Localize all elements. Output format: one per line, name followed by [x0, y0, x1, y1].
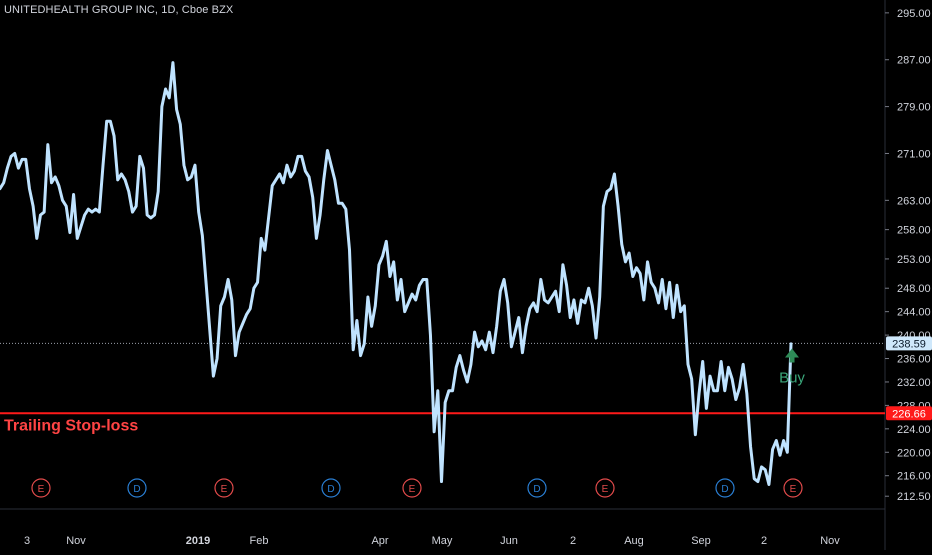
buy-arrow-icon — [785, 348, 799, 363]
dividend-marker — [527, 478, 547, 498]
price-tick-label: 258.00 — [897, 225, 931, 237]
time-tick-label: 2 — [570, 535, 576, 547]
time-tick-label: 2019 — [186, 535, 210, 547]
price-tick-label: 253.00 — [897, 254, 931, 266]
price-tick-label: 295.00 — [897, 8, 931, 20]
dividend-marker — [715, 478, 735, 498]
time-tick-label: Apr — [371, 535, 388, 547]
time-tick-label: Feb — [250, 535, 269, 547]
price-tick-label: 220.00 — [897, 447, 931, 459]
price-tick-label: 248.00 — [897, 283, 931, 295]
last-price-price-tag-label: 238.59 — [892, 338, 926, 350]
buy-label: Buy — [779, 369, 805, 386]
price-tick-label: 279.00 — [897, 102, 931, 114]
price-series-line — [0, 61, 793, 486]
earnings-marker — [214, 478, 234, 498]
price-tick-label: 244.00 — [897, 307, 931, 319]
dividend-marker-label: D — [133, 484, 140, 495]
earnings-marker-label: E — [790, 484, 797, 495]
dividend-marker — [127, 478, 147, 498]
price-tick-label: 287.00 — [897, 55, 931, 67]
earnings-marker-label: E — [602, 484, 609, 495]
last-price-price-tag — [886, 336, 932, 351]
time-tick-label: 3 — [24, 535, 30, 547]
earnings-marker-label: E — [409, 484, 416, 495]
price-tick-label: 216.00 — [897, 471, 931, 483]
time-tick-label: May — [432, 535, 453, 547]
time-tick-label: 2 — [761, 535, 767, 547]
price-tick-label: 263.00 — [897, 195, 931, 207]
earnings-marker — [402, 478, 422, 498]
time-tick-label: Nov — [66, 535, 86, 547]
stop-loss-price-tag-label: 226.66 — [892, 408, 926, 420]
stop-loss-label: Trailing Stop-loss — [4, 417, 138, 434]
dividend-marker-label: D — [327, 484, 334, 495]
earnings-marker-label: E — [38, 484, 45, 495]
price-tick-label: 224.00 — [897, 424, 931, 436]
price-tick-label: 236.00 — [897, 354, 931, 366]
earnings-marker — [783, 478, 803, 498]
price-tick-label: 212.50 — [897, 491, 931, 503]
earnings-marker — [595, 478, 615, 498]
time-tick-label: Sep — [691, 535, 711, 547]
time-tick-label: Jun — [500, 535, 518, 547]
time-tick-label: Nov — [820, 535, 840, 547]
time-tick-label: Aug — [624, 535, 644, 547]
earnings-marker — [31, 478, 51, 498]
price-tick-label: 232.00 — [897, 377, 931, 389]
price-tick-label: 271.00 — [897, 148, 931, 160]
stop-loss-price-tag — [886, 406, 932, 421]
dividend-marker-label: D — [721, 484, 728, 495]
dividend-marker-label: D — [533, 484, 540, 495]
chart-title: UNITEDHEALTH GROUP INC, 1D, Cboe BZX — [4, 4, 234, 16]
earnings-marker-label: E — [221, 484, 228, 495]
dividend-marker — [321, 478, 341, 498]
